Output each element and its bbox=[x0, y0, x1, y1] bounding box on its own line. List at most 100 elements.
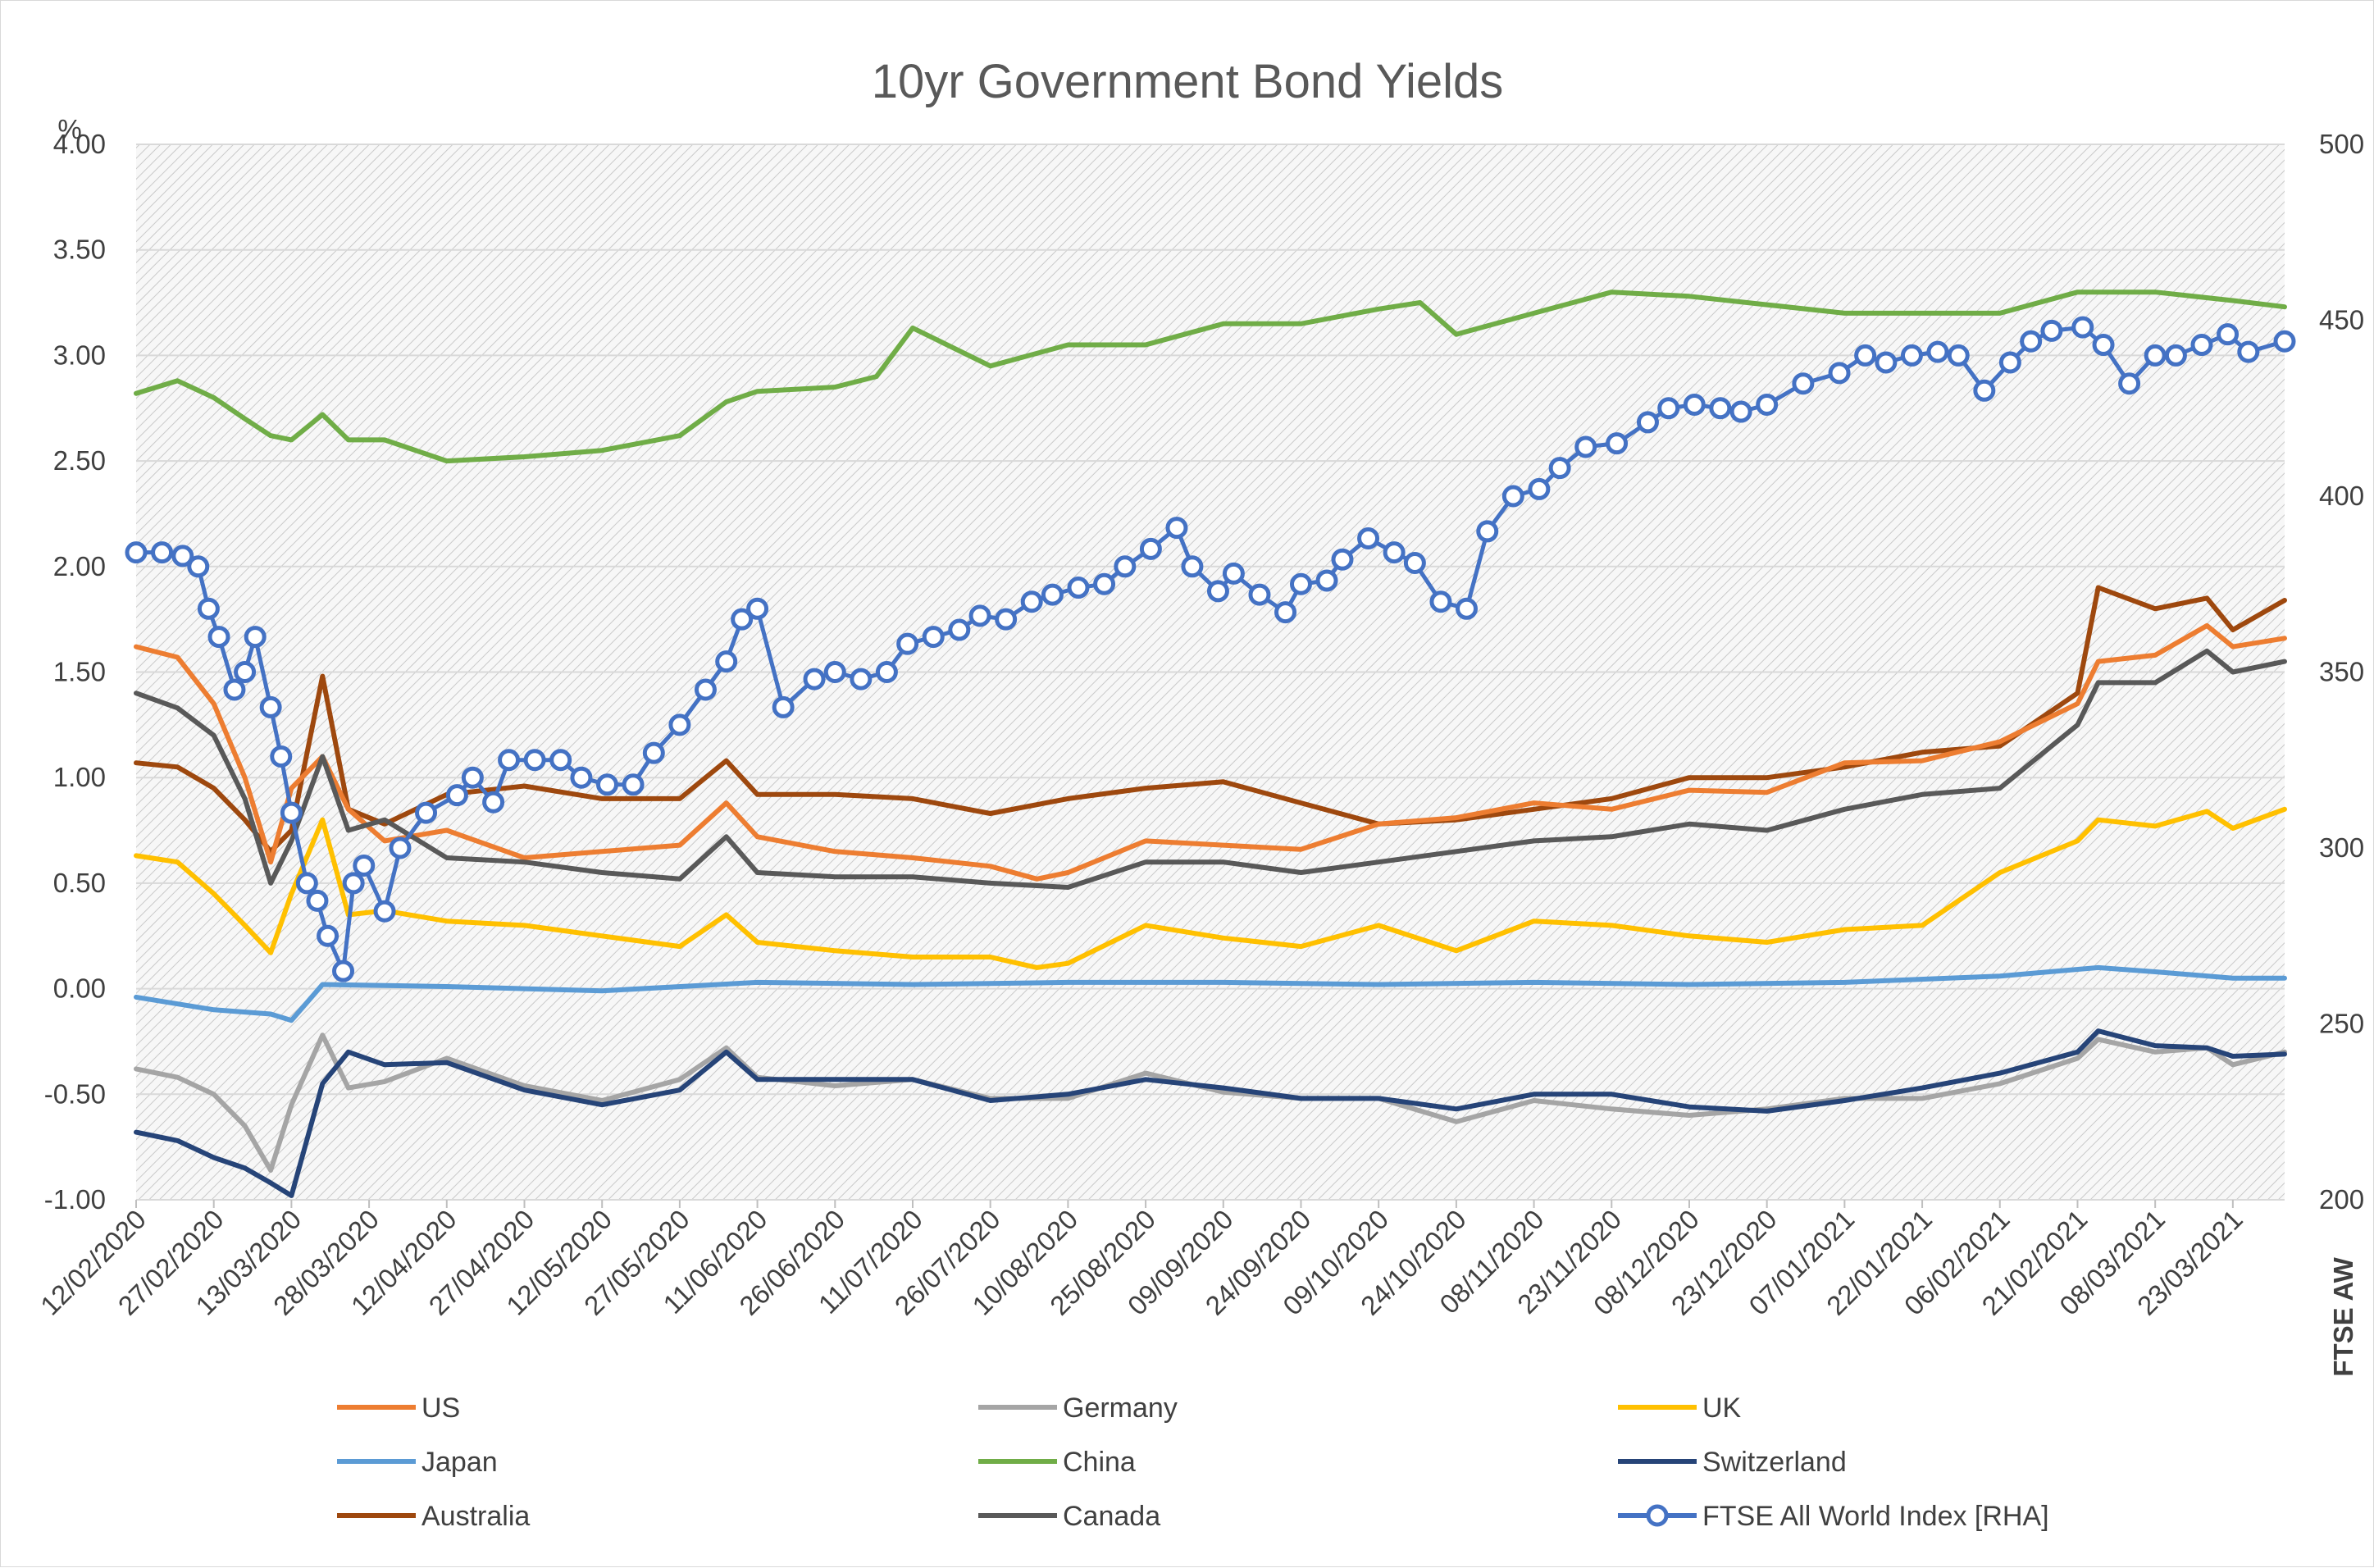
y-axis-ticks: 4.00 3.50 3.00 2.50 2.00 1.50 1.00 0.50 0.00 -0.5… bbox=[44, 129, 106, 1215]
ftse-data-point bbox=[1429, 590, 1452, 613]
legend-label: FTSE All World Index [RHA] bbox=[1702, 1501, 2049, 1532]
legend-label: Switzerland bbox=[1702, 1447, 1847, 1478]
ftse-data-point bbox=[1756, 393, 1779, 416]
ftse-data-point bbox=[223, 678, 246, 701]
ftse-data-point bbox=[1181, 555, 1204, 578]
ftse-data-point bbox=[1289, 572, 1312, 595]
legend-marker bbox=[1646, 1504, 1669, 1527]
y2-axis-ticks: 500 450 400 350 300 250 200 bbox=[2319, 129, 2364, 1215]
ftse-data-point bbox=[317, 924, 339, 947]
x-axis-ticks: 12/02/202027/02/202013/03/202028/03/2020… bbox=[34, 1200, 2249, 1321]
y-tick-label: -1.00 bbox=[44, 1184, 106, 1215]
ftse-data-point bbox=[1792, 372, 1815, 395]
ftse-data-point bbox=[1248, 583, 1271, 606]
ftse-data-point bbox=[373, 900, 396, 923]
ftse-data-point bbox=[445, 784, 468, 807]
ftse-data-point bbox=[1709, 397, 1732, 420]
ftse-data-point bbox=[1222, 562, 1245, 585]
ftse-data-point bbox=[244, 626, 267, 649]
ftse-data-point bbox=[850, 668, 873, 691]
ftse-data-point bbox=[2237, 340, 2260, 363]
ftse-data-point bbox=[234, 661, 257, 683]
ftse-data-point bbox=[746, 597, 769, 620]
ftse-data-point bbox=[171, 545, 194, 567]
ftse-data-point bbox=[1020, 590, 1043, 613]
legend-label: Japan bbox=[421, 1447, 498, 1478]
ftse-data-point bbox=[596, 773, 619, 796]
ftse-data-point bbox=[896, 632, 919, 655]
ftse-data-point bbox=[461, 766, 484, 789]
ftse-data-point bbox=[948, 618, 971, 641]
ftse-data-point bbox=[1548, 457, 1571, 480]
ftse-data-point bbox=[2217, 323, 2240, 346]
ftse-data-point bbox=[2118, 372, 2141, 395]
ftse-data-point bbox=[694, 678, 717, 701]
series-lines bbox=[125, 289, 2296, 1198]
ftse-data-point bbox=[415, 801, 438, 824]
ftse-data-point bbox=[731, 608, 754, 631]
series-line-switzerland bbox=[134, 1028, 2287, 1198]
ftse-data-point bbox=[642, 741, 665, 764]
ftse-data-point bbox=[125, 541, 148, 564]
y2-axis-label: FTSE AW bbox=[2328, 1256, 2358, 1376]
ftse-data-point bbox=[187, 555, 210, 578]
ftse-data-point bbox=[332, 959, 355, 982]
ftse-data-point bbox=[280, 801, 303, 824]
ftse-data-point bbox=[1683, 393, 1706, 416]
ftse-data-point bbox=[2164, 344, 2187, 367]
ftse-data-point bbox=[1998, 351, 2021, 374]
ftse-data-point bbox=[1636, 411, 1659, 434]
ftse-data-point bbox=[772, 695, 795, 718]
ftse-data-point bbox=[968, 604, 991, 627]
ftse-data-point bbox=[342, 872, 365, 895]
ftse-data-point bbox=[2190, 334, 2213, 357]
ftse-data-point bbox=[1456, 597, 1479, 620]
ftse-data-point bbox=[1828, 362, 1851, 385]
y2-tick-label: 300 bbox=[2319, 832, 2364, 863]
y-tick-label: 1.50 bbox=[53, 657, 106, 687]
y-axis-label: % bbox=[57, 114, 81, 144]
ftse-data-point bbox=[2020, 330, 2043, 353]
ftse-data-point bbox=[1729, 400, 1752, 423]
ftse-data-point bbox=[1926, 340, 1949, 363]
legend-label: Australia bbox=[421, 1501, 530, 1532]
ftse-data-point bbox=[1206, 580, 1229, 603]
y-tick-label: 0.00 bbox=[53, 973, 106, 1004]
legend-label: US bbox=[421, 1393, 460, 1424]
ftse-data-point bbox=[1875, 351, 1898, 374]
ftse-data-point bbox=[2040, 319, 2063, 342]
ftse-data-point bbox=[1476, 520, 1499, 543]
legend: US Germany UK Japan China Switzerland Australi… bbox=[337, 1393, 2049, 1532]
ftse-data-point bbox=[2071, 316, 2094, 339]
ftse-data-point bbox=[389, 836, 412, 859]
ftse-data-point bbox=[1315, 569, 1338, 592]
ftse-data-point bbox=[1574, 435, 1597, 458]
series-line-germany bbox=[134, 1032, 2287, 1173]
ftse-data-point bbox=[1067, 577, 1090, 599]
legend-label: Canada bbox=[1063, 1501, 1160, 1532]
y2-tick-label: 500 bbox=[2319, 129, 2364, 159]
y-tick-label: 3.50 bbox=[53, 235, 106, 265]
y-tick-label: 2.00 bbox=[53, 551, 106, 581]
ftse-data-point bbox=[622, 773, 645, 796]
ftse-data-point bbox=[353, 854, 376, 877]
series-line-japan bbox=[134, 964, 2287, 1023]
chart-title: 10yr Government Bond Yields bbox=[872, 55, 1504, 108]
ftse-data-point bbox=[715, 650, 738, 673]
ftse-data-point bbox=[1973, 379, 1996, 402]
ftse-data-point bbox=[1657, 397, 1680, 420]
ftse-data-point bbox=[1383, 541, 1406, 564]
y-tick-label: 4.00 bbox=[53, 129, 106, 159]
ftse-data-point bbox=[523, 749, 546, 772]
ftse-data-point bbox=[549, 749, 572, 772]
ftse-data-point bbox=[1403, 552, 1426, 575]
y-tick-label: -0.50 bbox=[44, 1078, 106, 1109]
ftse-data-point bbox=[922, 626, 945, 649]
y-tick-label: 1.00 bbox=[53, 762, 106, 792]
ftse-data-point bbox=[995, 608, 1018, 631]
ftse-data-point bbox=[1114, 555, 1137, 578]
y2-tick-label: 450 bbox=[2319, 305, 2364, 335]
ftse-data-point bbox=[482, 791, 505, 814]
y2-tick-label: 350 bbox=[2319, 657, 2364, 687]
